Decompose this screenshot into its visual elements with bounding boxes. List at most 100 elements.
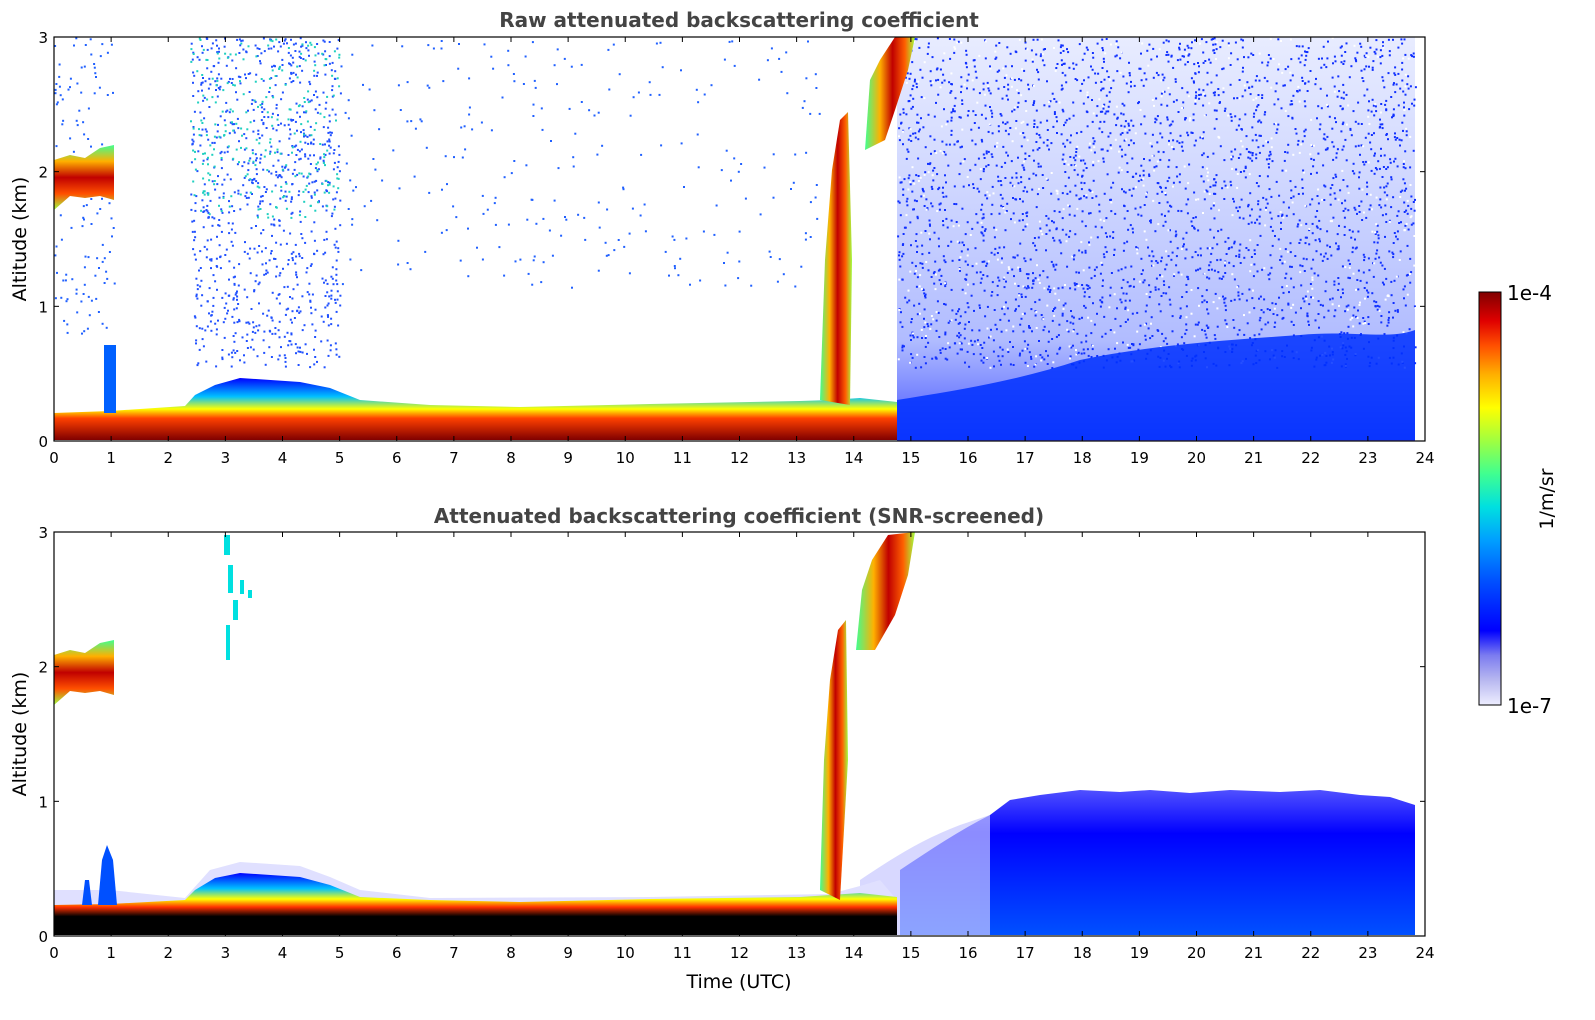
noise-speck: [293, 168, 296, 171]
noise-speck: [1352, 325, 1355, 328]
noise-speck: [1144, 334, 1147, 337]
noise-speck: [1152, 47, 1155, 50]
noise-speck: [337, 177, 340, 180]
noise-speck: [1372, 60, 1375, 63]
noise-speck: [1362, 253, 1365, 256]
noise-speck: [233, 340, 236, 343]
noise-speck: [319, 157, 322, 160]
noise-speck: [1199, 93, 1202, 96]
noise-speck: [997, 180, 1000, 183]
noise-speck: [1228, 44, 1230, 47]
noise-speck: [1030, 357, 1033, 360]
noise-speck: [982, 216, 985, 219]
x-tick-label: 15: [901, 944, 920, 962]
noise-speck: [1283, 159, 1286, 162]
noise-speck: [1378, 305, 1381, 308]
noise-speck: [1223, 180, 1226, 183]
noise-speck: [1236, 173, 1239, 175]
noise-speck: [1299, 61, 1302, 64]
noise-speck: [1115, 40, 1118, 43]
noise-speck: [987, 130, 990, 133]
noise-speck: [290, 252, 293, 255]
noise-speck: [957, 40, 960, 43]
noise-speck: [1023, 257, 1026, 260]
noise-speck: [899, 181, 902, 184]
noise-speck: [696, 133, 699, 136]
noise-speck: [1292, 303, 1295, 306]
noise-speck: [1094, 81, 1097, 84]
noise-speck: [1193, 227, 1196, 230]
noise-speck: [1076, 79, 1079, 82]
noise-speck: [913, 272, 916, 275]
noise-speck: [1032, 272, 1034, 275]
noise-speck: [1316, 195, 1319, 197]
noise-speck: [266, 169, 269, 172]
noise-speck: [1402, 288, 1405, 291]
noise-speck: [113, 282, 116, 285]
noise-speck: [326, 205, 329, 208]
noise-speck: [1274, 90, 1277, 93]
noise-speck: [1264, 323, 1267, 326]
noise-speck: [205, 37, 208, 40]
noise-speck: [1152, 76, 1155, 79]
noise-speck: [273, 257, 275, 260]
x-tick-label: 4: [278, 449, 288, 467]
noise-speck: [215, 328, 218, 331]
noise-speck: [1011, 110, 1014, 113]
noise-speck: [1181, 296, 1184, 298]
noise-speck: [1202, 104, 1205, 107]
noise-speck: [1403, 38, 1406, 41]
noise-speck: [70, 226, 73, 229]
noise-speck: [195, 342, 197, 345]
noise-speck: [902, 143, 904, 146]
noise-speck: [1148, 173, 1151, 176]
noise-speck: [243, 361, 246, 364]
noise-speck: [274, 327, 277, 329]
noise-speck: [216, 95, 219, 98]
noise-speck: [428, 86, 431, 89]
noise-speck: [1078, 198, 1081, 201]
noise-speck: [244, 241, 246, 244]
noise-speck: [1398, 138, 1401, 141]
noise-speck: [1392, 316, 1394, 319]
noise-speck: [1000, 184, 1003, 187]
noise-speck: [1409, 85, 1412, 88]
noise-speck: [973, 309, 975, 312]
noise-speck: [220, 167, 223, 170]
noise-speck: [192, 71, 195, 74]
noise-speck: [995, 79, 998, 82]
noise-speck: [1326, 257, 1329, 260]
noise-speck: [288, 62, 290, 65]
noise-speck: [944, 331, 947, 334]
noise-speck: [1182, 237, 1185, 240]
noise-speck: [1406, 83, 1409, 86]
noise-speck: [1213, 127, 1216, 130]
noise-speck: [269, 38, 272, 41]
noise-speck: [71, 278, 74, 281]
noise-speck: [1115, 124, 1118, 127]
noise-speck: [945, 123, 948, 126]
noise-speck: [316, 43, 319, 45]
noise-speck: [1020, 94, 1023, 97]
noise-speck: [196, 297, 199, 300]
noise-speck: [192, 180, 195, 183]
noise-speck: [1408, 273, 1411, 275]
noise-speck: [271, 319, 274, 322]
noise-speck: [425, 146, 428, 149]
noise-speck: [946, 358, 949, 361]
noise-speck: [1341, 148, 1344, 151]
noise-speck: [988, 89, 991, 92]
noise-speck: [1162, 224, 1165, 227]
noise-speck: [1003, 76, 1006, 79]
noise-speck: [1343, 60, 1346, 63]
noise-speck: [966, 114, 969, 117]
noise-speck: [1367, 291, 1370, 294]
noise-speck: [733, 64, 736, 67]
noise-speck: [313, 128, 316, 131]
noise-speck: [1081, 58, 1084, 61]
noise-speck: [1068, 235, 1071, 238]
noise-speck: [1034, 301, 1037, 304]
noise-speck: [1068, 213, 1071, 216]
noise-speck: [440, 40, 443, 42]
noise-speck: [305, 47, 308, 50]
